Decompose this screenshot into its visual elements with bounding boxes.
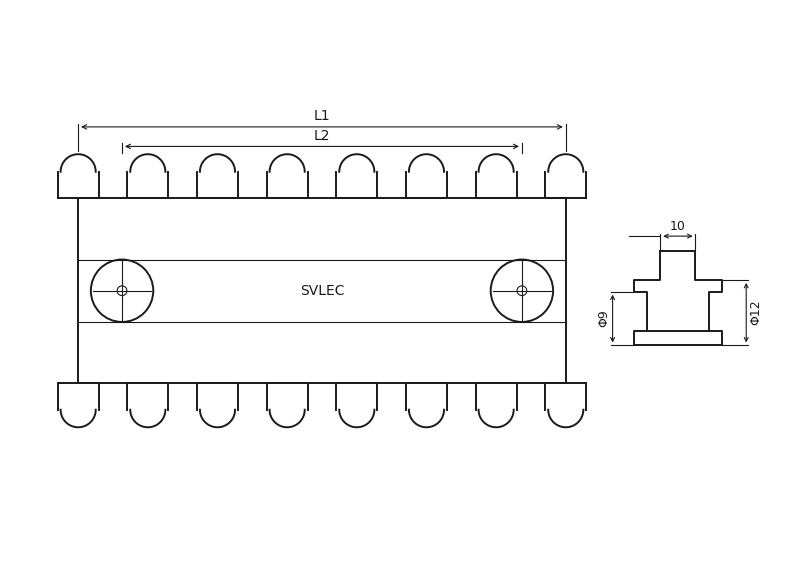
Text: Φ12: Φ12 — [749, 300, 762, 325]
Text: L2: L2 — [314, 128, 330, 142]
Text: SVLEC: SVLEC — [300, 284, 344, 298]
Text: Φ9: Φ9 — [598, 310, 610, 328]
Text: L1: L1 — [314, 109, 330, 123]
Text: 10: 10 — [670, 220, 686, 233]
Bar — [78, 198, 566, 383]
